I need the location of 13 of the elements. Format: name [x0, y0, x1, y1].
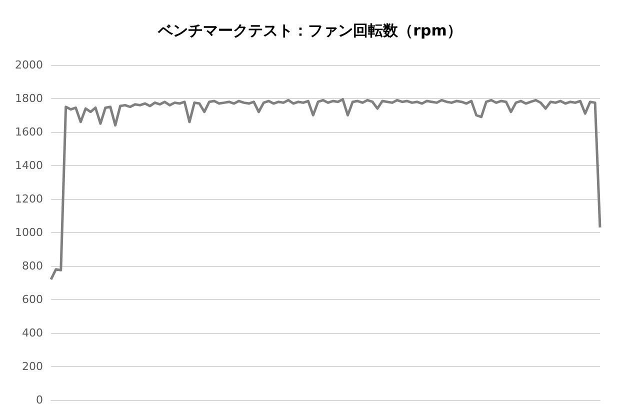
- y-tick-label: 200: [22, 360, 43, 373]
- y-tick-label: 1000: [15, 226, 43, 239]
- y-tick-label: 0: [36, 394, 43, 406]
- y-tick-label: 600: [22, 293, 43, 306]
- chart-title: ベンチマークテスト：ファン回転数（rpm）: [157, 22, 462, 40]
- y-tick-label: 1200: [15, 192, 43, 206]
- y-tick-label: 1800: [15, 92, 43, 105]
- y-tick-label: 2000: [15, 58, 43, 72]
- y-tick-label: 800: [22, 260, 43, 272]
- y-tick-label: 1400: [15, 159, 43, 172]
- y-tick-label: 400: [22, 326, 43, 340]
- y-tick-label: 1600: [15, 126, 43, 138]
- line-series: [50, 98, 602, 281]
